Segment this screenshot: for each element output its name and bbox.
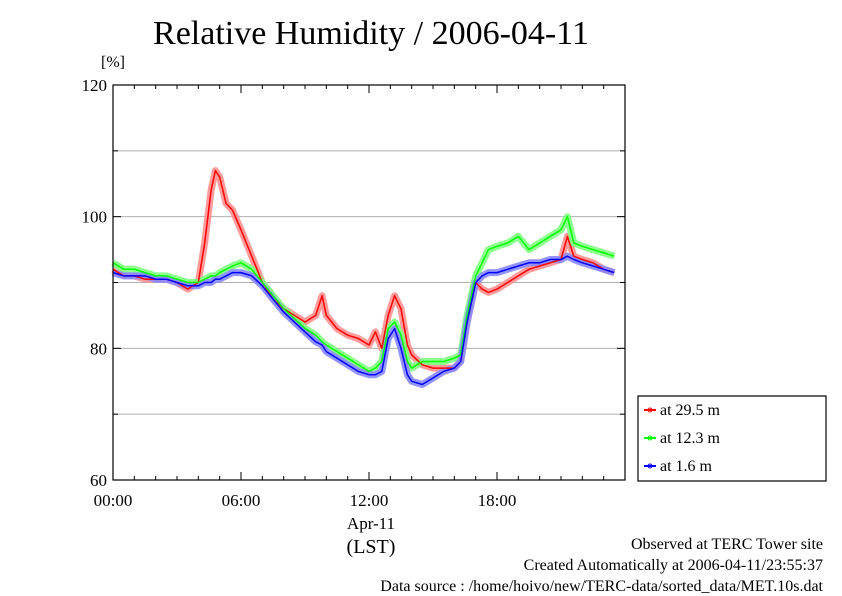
- x-axis-title: (LST): [346, 536, 396, 558]
- footer-source: Data source : /home/hoivo/new/TERC-data/…: [380, 578, 823, 595]
- chart-title: Relative Humidity / 2006-04-11: [153, 15, 589, 52]
- legend-label-1: at 12.3 m: [660, 430, 721, 447]
- legend-label-0: at 29.5 m: [660, 402, 721, 419]
- axis-ticks: 60 80 100 120 00:00 06:00 12:00 18:00: [82, 76, 626, 510]
- series-line-1: [112, 215, 615, 373]
- y-tick-label: 60: [90, 471, 107, 490]
- legend-marker-0: [647, 407, 653, 413]
- y-tick-label: 120: [82, 76, 108, 95]
- x-axis-date-label: Apr-11: [346, 514, 396, 533]
- x-tick-label: 12:00: [350, 491, 389, 510]
- y-axis-unit-label: [%]: [101, 54, 125, 71]
- series-band-0: [111, 167, 616, 372]
- x-tick-label: 00:00: [94, 491, 133, 510]
- legend-marker-2: [647, 463, 653, 469]
- series-line-0: [112, 169, 615, 369]
- legend: at 29.5 m at 12.3 m at 1.6 m: [637, 395, 827, 482]
- x-tick-label: 06:00: [222, 491, 261, 510]
- legend-marker-1: [647, 435, 653, 441]
- x-tick-label: 18:00: [478, 491, 517, 510]
- series-line-2: [112, 255, 615, 386]
- footer-created: Created Automatically at 2006-04-11/23:5…: [523, 557, 823, 574]
- y-tick-label: 80: [90, 339, 107, 358]
- legend-label-2: at 1.6 m: [660, 458, 713, 475]
- y-tick-label: 100: [82, 208, 108, 227]
- legend-box: [637, 395, 827, 482]
- series-layer: [111, 167, 616, 388]
- footer-site: Observed at TERC Tower site: [630, 536, 823, 553]
